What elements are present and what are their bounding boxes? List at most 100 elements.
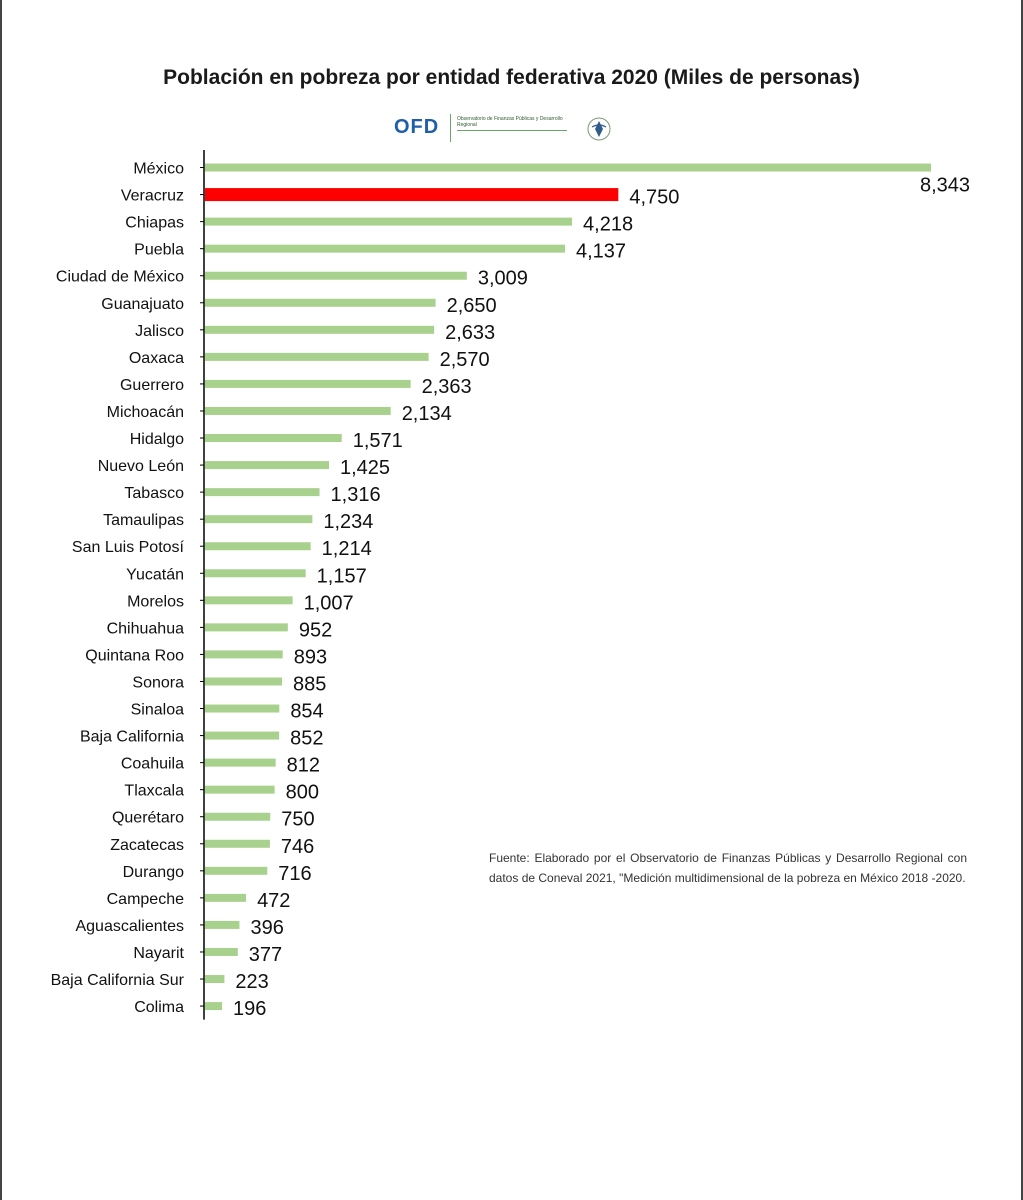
logo-subtext-box: Observatorio de Finanzas Públicas y Desa…: [450, 114, 573, 142]
bar: [205, 406, 391, 415]
data-label: 812: [287, 755, 320, 777]
data-label: 196: [233, 998, 266, 1020]
category-label: Sonora: [132, 674, 184, 691]
bar: [205, 975, 225, 984]
category-label: Baja California: [80, 729, 184, 746]
category-label: Veracruz: [121, 188, 184, 205]
category-label: Durango: [123, 864, 184, 881]
category-label: Guerrero: [120, 377, 184, 394]
category-label: Campeche: [107, 891, 184, 908]
category-label: Colima: [134, 999, 184, 1016]
data-label: 2,134: [402, 403, 452, 425]
category-label: Hidalgo: [130, 431, 184, 448]
bar: [205, 650, 283, 659]
category-label: Nuevo León: [98, 458, 184, 475]
data-label: 4,218: [583, 214, 633, 236]
bar: [205, 217, 573, 226]
bar: [205, 758, 276, 767]
bar: [205, 542, 311, 551]
bar: [205, 1002, 223, 1011]
data-label: 746: [281, 836, 314, 858]
bar: [205, 596, 293, 605]
data-label: 1,214: [322, 538, 372, 560]
data-label: 854: [290, 701, 323, 723]
data-label: 750: [281, 809, 314, 831]
data-label: 223: [235, 971, 268, 993]
data-label: 2,633: [445, 322, 495, 344]
category-label: Coahuila: [121, 756, 184, 773]
frame-right-border: [1021, 0, 1023, 1200]
data-label: 885: [293, 673, 326, 695]
logo-subtext: Observatorio de Finanzas Públicas y Desa…: [457, 116, 563, 128]
bar: [205, 623, 288, 632]
bar: [205, 947, 238, 956]
data-label: 1,007: [304, 592, 354, 614]
data-label: 2,363: [422, 376, 472, 398]
data-label: 3,009: [478, 268, 528, 290]
university-seal-icon: [587, 117, 611, 141]
category-label: Sinaloa: [131, 702, 184, 719]
bar: [205, 434, 342, 443]
chart-title: Población en pobreza por entidad federat…: [163, 66, 860, 89]
category-label: Quintana Roo: [85, 647, 184, 664]
logo-text: OFD: [394, 116, 440, 138]
bar: [205, 704, 280, 713]
bar: [205, 271, 467, 280]
category-label: Tamaulipas: [103, 512, 184, 529]
data-label: 4,750: [629, 187, 679, 209]
bar: [205, 352, 429, 361]
bar: [205, 488, 320, 497]
data-label: 1,316: [331, 484, 381, 506]
bar: [205, 920, 240, 929]
category-label: Jalisco: [135, 323, 184, 340]
bar: [205, 866, 268, 875]
data-label: 1,571: [353, 430, 403, 452]
category-label: Tlaxcala: [124, 783, 184, 800]
bar: [205, 379, 411, 388]
category-label: Yucatán: [126, 566, 184, 583]
frame-left-border: [0, 0, 2, 1200]
logo-divider: [457, 130, 567, 131]
category-label: Chihuahua: [107, 620, 185, 637]
data-label: 1,425: [340, 457, 390, 479]
bar: [205, 839, 270, 848]
bar: [205, 298, 436, 307]
category-label: Michoacán: [107, 404, 184, 421]
bar: [205, 325, 435, 334]
data-label: 800: [286, 782, 319, 804]
data-label: 472: [257, 890, 290, 912]
category-label: Puebla: [134, 242, 184, 259]
data-label: 716: [278, 863, 311, 885]
data-label: 2,570: [440, 349, 490, 371]
bar: [205, 461, 330, 470]
bar: [205, 677, 283, 686]
category-label: Chiapas: [125, 215, 184, 232]
category-label: Zacatecas: [110, 837, 184, 854]
data-label: 4,137: [576, 241, 626, 263]
category-label: Nayarit: [133, 945, 184, 962]
bar: [205, 812, 271, 821]
bar: [205, 893, 247, 902]
data-label: 1,157: [317, 565, 367, 587]
bar-chart: México 8,343 Veracruz 4,750 Chiapas 4,218 Pueb…: [51, 150, 970, 1020]
data-label: 377: [249, 944, 282, 966]
bar-highlight: [205, 188, 619, 202]
category-label: Oaxaca: [129, 350, 184, 367]
data-label: 1,234: [323, 511, 373, 533]
category-label: Tabasco: [124, 485, 184, 502]
category-label: Baja California Sur: [51, 972, 185, 989]
source-note: Fuente: Elaborado por el Observatorio de…: [489, 851, 967, 885]
bar: [205, 244, 565, 253]
category-label: Querétaro: [112, 810, 184, 827]
bar: [205, 785, 275, 794]
category-label: San Luis Potosí: [72, 539, 185, 556]
category-label: Aguascalientes: [75, 918, 184, 935]
data-label: 8,343: [920, 175, 970, 197]
bar: [205, 515, 313, 524]
category-label: Guanajuato: [101, 296, 184, 313]
category-label: México: [133, 161, 184, 178]
bar: [205, 731, 280, 740]
data-label: 396: [250, 917, 283, 939]
category-label: Morelos: [127, 593, 184, 610]
category-label: Ciudad de México: [56, 269, 184, 286]
